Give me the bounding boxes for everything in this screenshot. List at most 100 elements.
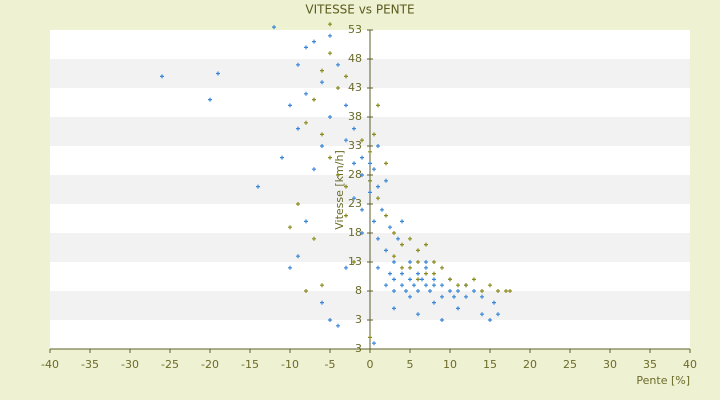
point: [320, 68, 324, 73]
point: [408, 260, 412, 264]
point: [336, 62, 340, 67]
point: [456, 283, 460, 288]
point: [480, 289, 484, 293]
point: [408, 236, 412, 241]
point: [392, 289, 396, 293]
point: [320, 283, 324, 288]
point: [280, 155, 284, 160]
x-tick-label: 20: [523, 358, 537, 371]
point: [400, 242, 404, 247]
point: [508, 289, 512, 293]
point: [408, 277, 412, 282]
y-tick-label: 8: [355, 284, 362, 297]
x-tick-label: 10: [443, 358, 457, 371]
point: [320, 80, 324, 85]
point: [432, 277, 436, 282]
y-tick-label: 18: [348, 226, 362, 239]
point: [384, 178, 388, 183]
point: [328, 33, 332, 38]
point: [304, 120, 308, 125]
point: [424, 271, 428, 276]
point: [452, 294, 456, 299]
point: [384, 248, 388, 253]
point: [376, 236, 380, 241]
point: [392, 277, 396, 282]
point: [432, 271, 436, 276]
point: [392, 254, 396, 259]
point: [352, 196, 356, 201]
point: [288, 103, 292, 108]
point: [416, 277, 420, 282]
point: [456, 306, 460, 311]
point: [256, 184, 260, 189]
y-tick-label: 48: [348, 52, 362, 65]
point: [416, 289, 420, 293]
y-axis-label: Vitesse [km/h]: [333, 150, 346, 230]
point: [296, 202, 300, 206]
point: [384, 161, 388, 166]
point: [320, 132, 324, 137]
x-tick-label: 40: [683, 358, 697, 371]
point: [392, 260, 396, 264]
point: [420, 277, 424, 282]
point: [344, 184, 348, 189]
x-tick-label: 35: [643, 358, 657, 371]
point: [456, 289, 460, 293]
point: [328, 155, 332, 160]
point: [328, 22, 332, 27]
x-tick-label: 25: [563, 358, 577, 371]
point: [432, 283, 436, 288]
x-tick-label: -10: [281, 358, 299, 371]
point: [336, 323, 340, 328]
y-tick-label: 28: [348, 168, 362, 181]
point: [312, 236, 316, 241]
x-tick-label: -20: [201, 358, 219, 371]
point: [488, 283, 492, 288]
point: [372, 219, 376, 224]
point: [384, 213, 388, 218]
point: [404, 289, 408, 293]
point: [372, 167, 376, 172]
y-tick-label: 3: [355, 342, 362, 355]
y-tick-label: 33: [348, 139, 362, 152]
point: [160, 74, 164, 79]
point: [208, 97, 212, 102]
point: [400, 283, 404, 288]
point: [360, 155, 364, 160]
point: [376, 184, 380, 189]
point: [472, 289, 476, 293]
point: [440, 318, 444, 322]
point: [408, 265, 412, 270]
point: [448, 277, 452, 282]
point: [320, 300, 324, 305]
point: [392, 231, 396, 235]
point: [312, 97, 316, 102]
x-tick-label: 15: [483, 358, 497, 371]
point: [372, 132, 376, 137]
point: [388, 271, 392, 276]
point: [344, 138, 348, 143]
point: [464, 283, 468, 288]
point: [344, 103, 348, 108]
point: [424, 265, 428, 270]
point: [296, 126, 300, 131]
point: [368, 178, 372, 183]
point: [344, 74, 348, 79]
x-tick-label: 30: [603, 358, 617, 371]
x-tick-label: -40: [41, 358, 59, 371]
point: [488, 318, 492, 322]
point: [328, 115, 332, 119]
point: [376, 196, 380, 201]
point: [368, 190, 372, 195]
x-tick-label: 5: [407, 358, 414, 371]
x-tick-label: 0: [367, 358, 374, 371]
point: [272, 25, 276, 30]
point: [372, 341, 376, 346]
point: [312, 39, 316, 44]
point: [336, 173, 340, 177]
y-tick-label: 43: [348, 81, 362, 94]
x-tick-label: -15: [241, 358, 259, 371]
point: [296, 254, 300, 259]
point: [368, 335, 372, 340]
